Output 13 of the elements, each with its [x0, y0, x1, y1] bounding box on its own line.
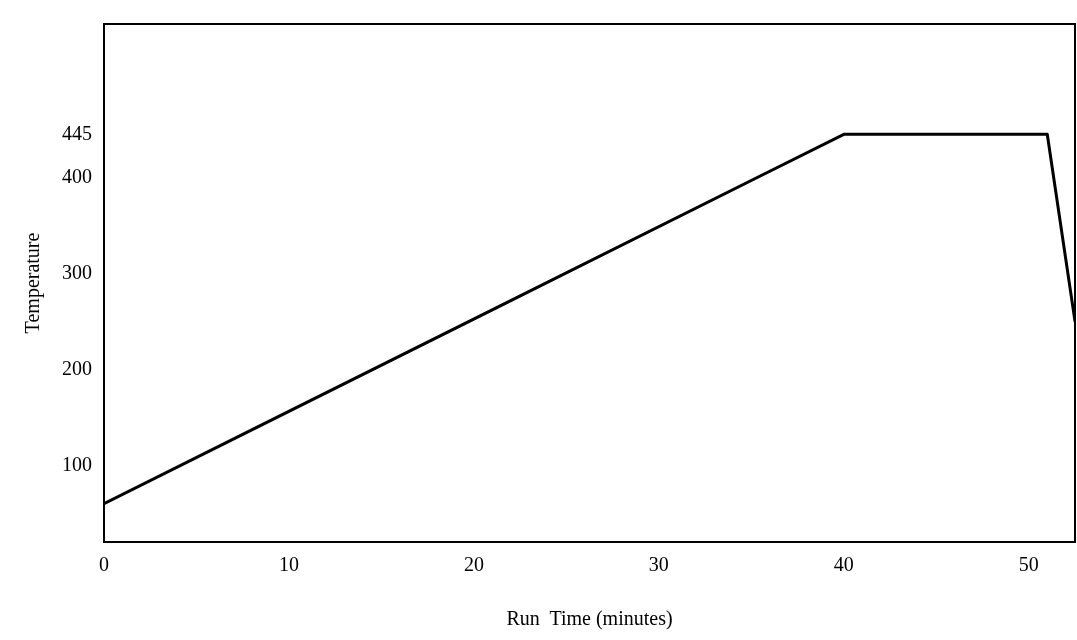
x-tick-label: 0 — [99, 553, 109, 576]
y-axis-title: Temperature — [21, 232, 45, 334]
x-tick-label: 40 — [833, 553, 854, 576]
x-tick-label: 30 — [648, 553, 669, 576]
y-tick-label: 100 — [62, 452, 92, 475]
x-tick-label: 20 — [463, 553, 484, 576]
x-axis-title: Run Time (minutes) — [506, 607, 673, 631]
x-tick-label: 50 — [1018, 553, 1039, 576]
y-tick-label: 445 — [62, 121, 92, 144]
y-tick-label: 400 — [62, 164, 92, 187]
y-tick-label: 300 — [62, 260, 92, 283]
y-tick-label: 200 — [62, 356, 92, 379]
x-tick-label: 10 — [278, 553, 299, 576]
